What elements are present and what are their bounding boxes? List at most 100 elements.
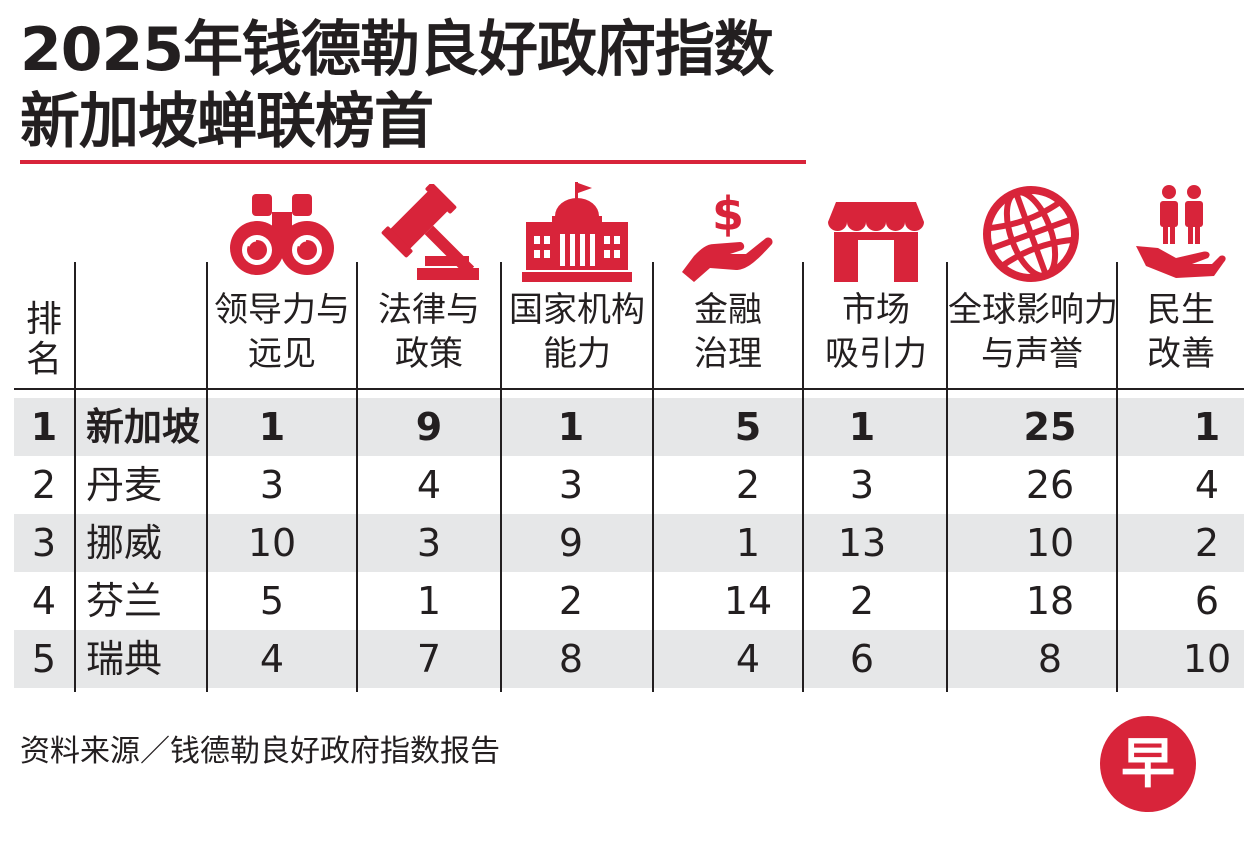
- value-cell: 7: [416, 637, 442, 681]
- column-header-line: 能力: [543, 334, 611, 374]
- globe-icon: [948, 172, 1114, 282]
- rank-cell: 4: [31, 579, 57, 623]
- value-cell: 6: [1194, 579, 1220, 623]
- column-header-line: 法律与: [378, 290, 480, 330]
- value-cell: 3: [416, 521, 442, 565]
- column-header-line: 市场: [842, 290, 910, 330]
- column-header-line: 治理: [694, 334, 762, 374]
- value-cell: 2: [558, 579, 584, 623]
- page-title: 2025年钱德勒良好政府指数 新加坡蝉联榜首: [20, 14, 774, 158]
- value-cell: 6: [849, 637, 875, 681]
- value-cell: 13: [837, 521, 887, 565]
- government-building-icon: [502, 172, 652, 282]
- people-hand-icon: [1118, 172, 1244, 282]
- country-cell: 挪威: [86, 521, 163, 565]
- binoculars-icon: [208, 172, 356, 282]
- column-header-law-policy: 法律与 政策: [358, 288, 500, 376]
- value-cell: 2: [735, 463, 761, 507]
- column-header-leadership: 领导力与 远见: [208, 288, 356, 376]
- value-cell: 26: [1025, 463, 1075, 507]
- value-cell: 8: [1037, 637, 1063, 681]
- value-cell: 2: [1194, 521, 1220, 565]
- zaobao-logo-icon: 早: [1100, 716, 1196, 812]
- title-line-2: 新加坡蝉联榜首: [20, 87, 434, 157]
- value-cell: 4: [735, 637, 761, 681]
- table-row: 4 芬兰 5 1 2 14 2 18 6: [14, 572, 1244, 630]
- column-header-line: 吸引力: [825, 334, 927, 374]
- value-cell: 2: [849, 579, 875, 623]
- column-header-market: 市场 吸引力: [804, 288, 948, 376]
- value-cell: 4: [1194, 463, 1220, 507]
- svg-text:$: $: [712, 190, 744, 241]
- column-header-line: 国家机构: [509, 290, 645, 330]
- country-cell: 丹麦: [86, 463, 163, 507]
- gavel-icon: [358, 172, 498, 282]
- column-header-livelihood: 民生 改善: [1118, 288, 1244, 376]
- table-row: 5 瑞典 4 7 8 4 6 8 10: [14, 630, 1244, 688]
- value-cell: 8: [558, 637, 584, 681]
- column-divider: [500, 262, 502, 692]
- value-cell: 1: [735, 521, 761, 565]
- column-header-line: 政策: [395, 334, 463, 374]
- value-cell: 10: [1025, 521, 1075, 565]
- value-cell: 4: [416, 463, 442, 507]
- value-cell: 10: [247, 521, 297, 565]
- column-divider: [652, 262, 654, 692]
- source-note: 资料来源／钱德勒良好政府指数报告: [20, 734, 500, 769]
- country-cell: 新加坡: [86, 405, 201, 449]
- table-row: 3 挪威 10 3 9 1 13 10 2: [14, 514, 1244, 572]
- value-cell: 5: [259, 579, 285, 623]
- column-header-global: 全球影响力 与声誉: [948, 288, 1118, 376]
- value-cell: 1: [258, 405, 286, 449]
- rank-cell: 1: [30, 405, 58, 449]
- column-header-institutions: 国家机构 能力: [502, 288, 652, 376]
- dollar-hand-icon: $: [654, 172, 802, 282]
- value-cell: 25: [1023, 405, 1077, 449]
- value-cell: 3: [259, 463, 285, 507]
- value-cell: 18: [1025, 579, 1075, 623]
- value-cell: 1: [557, 405, 585, 449]
- column-divider: [356, 262, 358, 692]
- column-divider: [206, 262, 208, 692]
- rank-cell: 3: [31, 521, 57, 565]
- title-underline: [20, 160, 806, 164]
- value-cell: 1: [416, 579, 442, 623]
- ranking-table: $: [14, 172, 1244, 692]
- rank-cell: 5: [31, 637, 57, 681]
- column-header-line: 领导力与: [214, 290, 350, 330]
- value-cell: 9: [558, 521, 584, 565]
- column-header-line: 远见: [248, 334, 316, 374]
- table-row: 2 丹麦 3 4 3 2 3 26 4: [14, 456, 1244, 514]
- value-cell: 9: [415, 405, 443, 449]
- column-divider: [1116, 262, 1118, 692]
- column-header-line: 与声誉: [981, 334, 1083, 374]
- column-header-financial: 金融 治理: [654, 288, 802, 376]
- table-row: 1 新加坡 1 9 1 5 1 25 1: [14, 398, 1244, 456]
- country-cell: 瑞典: [86, 637, 163, 681]
- column-divider: [74, 262, 76, 692]
- column-header-line: 改善: [1147, 334, 1215, 374]
- value-cell: 14: [723, 579, 773, 623]
- value-cell: 3: [849, 463, 875, 507]
- storefront-icon: [804, 172, 948, 282]
- value-cell: 3: [558, 463, 584, 507]
- column-header-line: 金融: [694, 290, 762, 330]
- column-header-line: 民生: [1147, 290, 1215, 330]
- rank-header-line-2: 名: [25, 339, 62, 380]
- value-cell: 1: [848, 405, 876, 449]
- header-divider: [14, 388, 1244, 390]
- value-cell: 5: [734, 405, 762, 449]
- rank-header: 排 名: [22, 300, 66, 380]
- column-divider: [946, 262, 948, 692]
- country-cell: 芬兰: [86, 579, 163, 623]
- logo-glyph: 早: [1121, 732, 1175, 795]
- rank-cell: 2: [31, 463, 57, 507]
- value-cell: 10: [1182, 637, 1232, 681]
- icon-row: $: [14, 172, 1244, 282]
- value-cell: 1: [1193, 405, 1221, 449]
- title-line-1: 2025年钱德勒良好政府指数: [20, 15, 774, 85]
- column-divider: [802, 262, 804, 692]
- rank-header-line-1: 排: [25, 299, 62, 340]
- column-header-line: 全球影响力: [948, 290, 1118, 330]
- value-cell: 4: [259, 637, 285, 681]
